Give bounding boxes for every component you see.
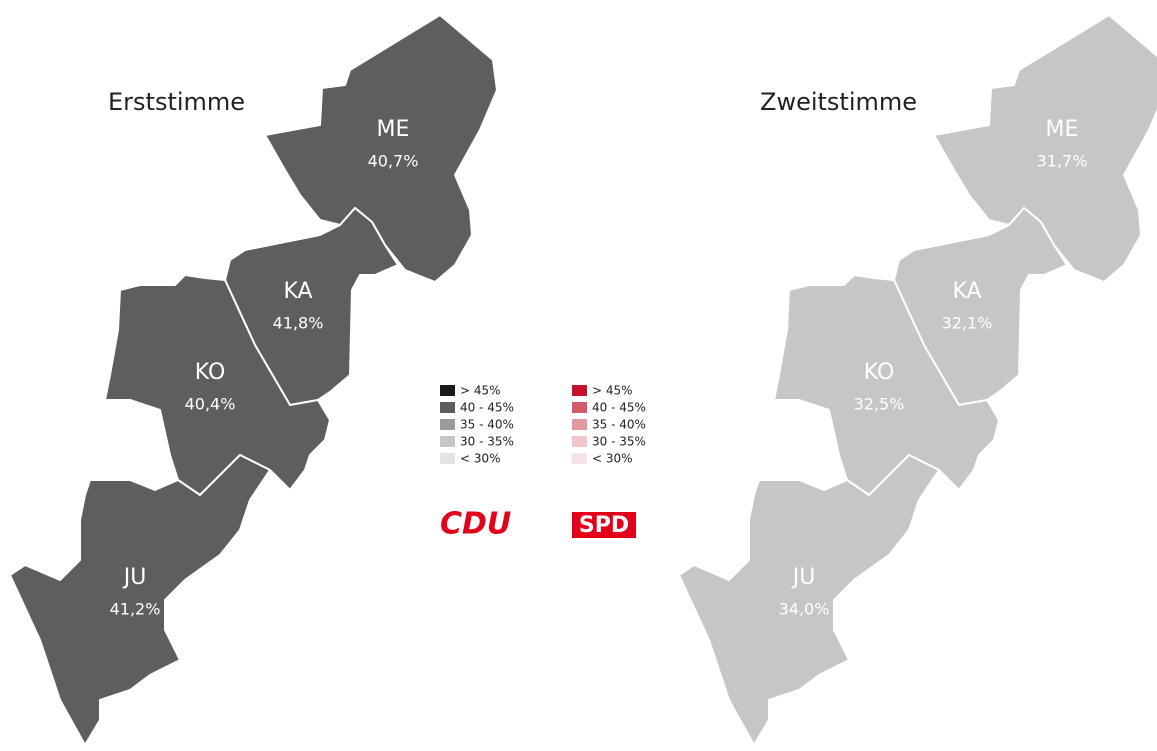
- district-code: ME: [1046, 117, 1079, 142]
- district: [773, 274, 1000, 496]
- district-code: KA: [952, 279, 981, 304]
- district-code: JU: [122, 565, 147, 590]
- map-title: Zweitstimme: [760, 88, 917, 116]
- legend-swatch: [440, 436, 455, 447]
- legend-swatch: [440, 385, 455, 396]
- legend-label: 30 - 35%: [592, 435, 646, 449]
- district: [264, 14, 498, 283]
- legend-label: 40 - 45%: [460, 401, 514, 415]
- district: [933, 14, 1157, 283]
- cdu-logo: CDU: [440, 507, 511, 542]
- legend-label: 30 - 35%: [460, 435, 514, 449]
- district-value: 40,4%: [185, 395, 236, 414]
- legend-swatch: [572, 436, 587, 447]
- map-title: Erststimme: [108, 88, 245, 116]
- legend-label: < 30%: [460, 452, 501, 466]
- district: [9, 454, 271, 746]
- district-value: 41,8%: [273, 314, 324, 333]
- district-code: JU: [791, 565, 816, 590]
- legend-label: 35 - 40%: [592, 418, 646, 432]
- legend-swatch: [440, 419, 455, 430]
- district: [678, 454, 940, 746]
- district-code: KA: [283, 279, 312, 304]
- district-value: 32,5%: [854, 395, 905, 414]
- spd-logo: SPD: [579, 513, 629, 538]
- legend-swatch: [440, 402, 455, 413]
- legend-swatch: [572, 402, 587, 413]
- district-code: KO: [195, 360, 226, 385]
- legend-label: > 45%: [460, 384, 501, 398]
- district-value: 34,0%: [779, 600, 830, 619]
- legend-label: 40 - 45%: [592, 401, 646, 415]
- district-value: 31,7%: [1037, 152, 1088, 171]
- legend-swatch: [572, 419, 587, 430]
- legend-label: > 45%: [592, 384, 633, 398]
- legend-label: 35 - 40%: [460, 418, 514, 432]
- district-code: KO: [864, 360, 895, 385]
- district: [104, 274, 331, 496]
- district-value: 40,7%: [368, 152, 419, 171]
- legend-swatch: [572, 385, 587, 396]
- legend-label: < 30%: [592, 452, 633, 466]
- district-value: 32,1%: [942, 314, 993, 333]
- legend-swatch: [440, 453, 455, 464]
- legend-swatch: [572, 453, 587, 464]
- spd-logo-box: [572, 512, 636, 538]
- district-code: ME: [377, 117, 410, 142]
- district-value: 41,2%: [110, 600, 161, 619]
